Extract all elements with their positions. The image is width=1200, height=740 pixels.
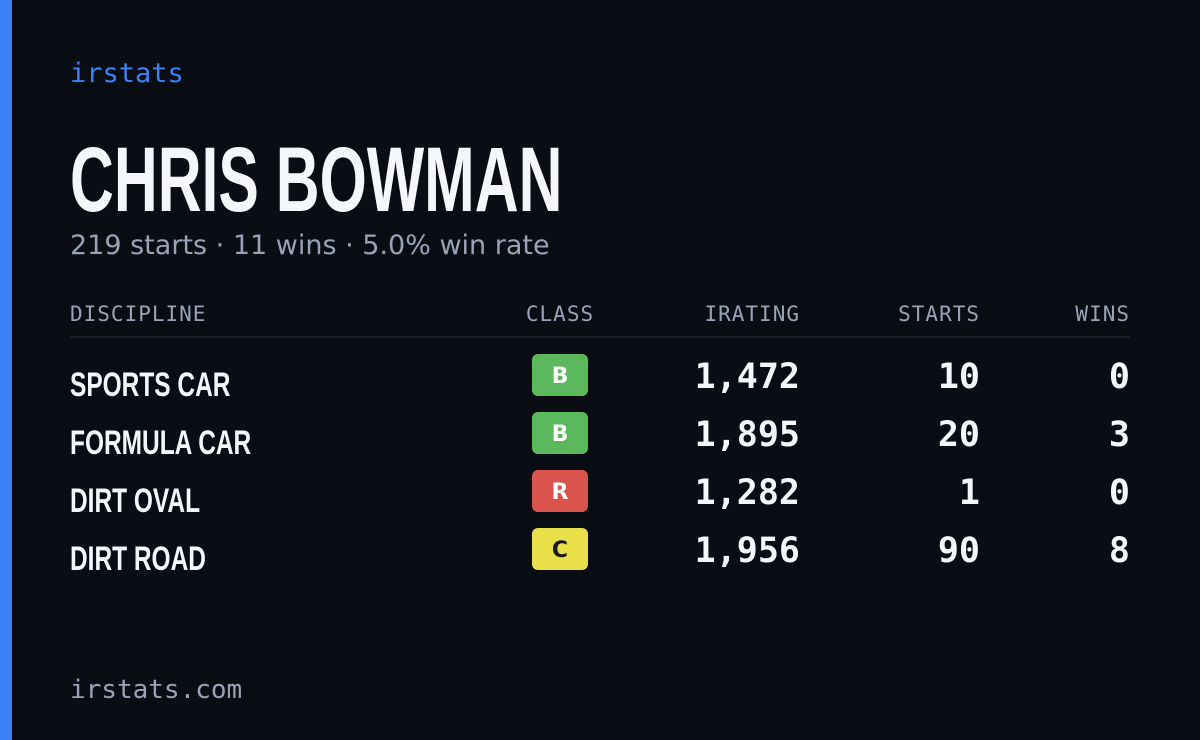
class-label: R — [552, 480, 569, 505]
column-header: CLASS — [526, 302, 594, 326]
column-header: IRATING — [704, 302, 800, 326]
class-badge — [532, 470, 588, 512]
discipline: DIRT OVAL — [70, 482, 200, 520]
summary: 219 starts · 11 wins · 5.0% win rate — [70, 230, 550, 261]
irating: 1,956 — [695, 531, 800, 571]
class-badge — [532, 354, 588, 396]
discipline: DIRT ROAD — [70, 540, 206, 578]
discipline: FORMULA CAR — [70, 424, 251, 462]
irating: 1,282 — [695, 473, 800, 513]
wins: 3 — [1109, 415, 1130, 455]
footer-site: irstats.com — [70, 675, 242, 705]
discipline: SPORTS CAR — [70, 366, 230, 404]
irating: 1,472 — [695, 357, 800, 397]
wins: 0 — [1109, 357, 1130, 397]
starts: 1 — [959, 473, 980, 513]
class-label: B — [552, 364, 569, 389]
starts: 10 — [938, 357, 980, 397]
starts: 20 — [938, 415, 980, 455]
player-name: CHRIS BOWMAN — [70, 127, 562, 231]
column-header: STARTS — [898, 302, 980, 326]
irating: 1,895 — [695, 415, 800, 455]
brand: irstats — [70, 58, 184, 89]
class-label: C — [552, 538, 568, 563]
class-badge — [532, 412, 588, 454]
column-header: DISCIPLINE — [70, 302, 206, 326]
wins: 8 — [1109, 531, 1130, 571]
accent-bar — [0, 0, 12, 740]
wins: 0 — [1109, 473, 1130, 513]
starts: 90 — [938, 531, 980, 571]
class-label: B — [552, 422, 569, 447]
column-header: WINS — [1075, 302, 1130, 326]
class-badge — [532, 528, 588, 570]
